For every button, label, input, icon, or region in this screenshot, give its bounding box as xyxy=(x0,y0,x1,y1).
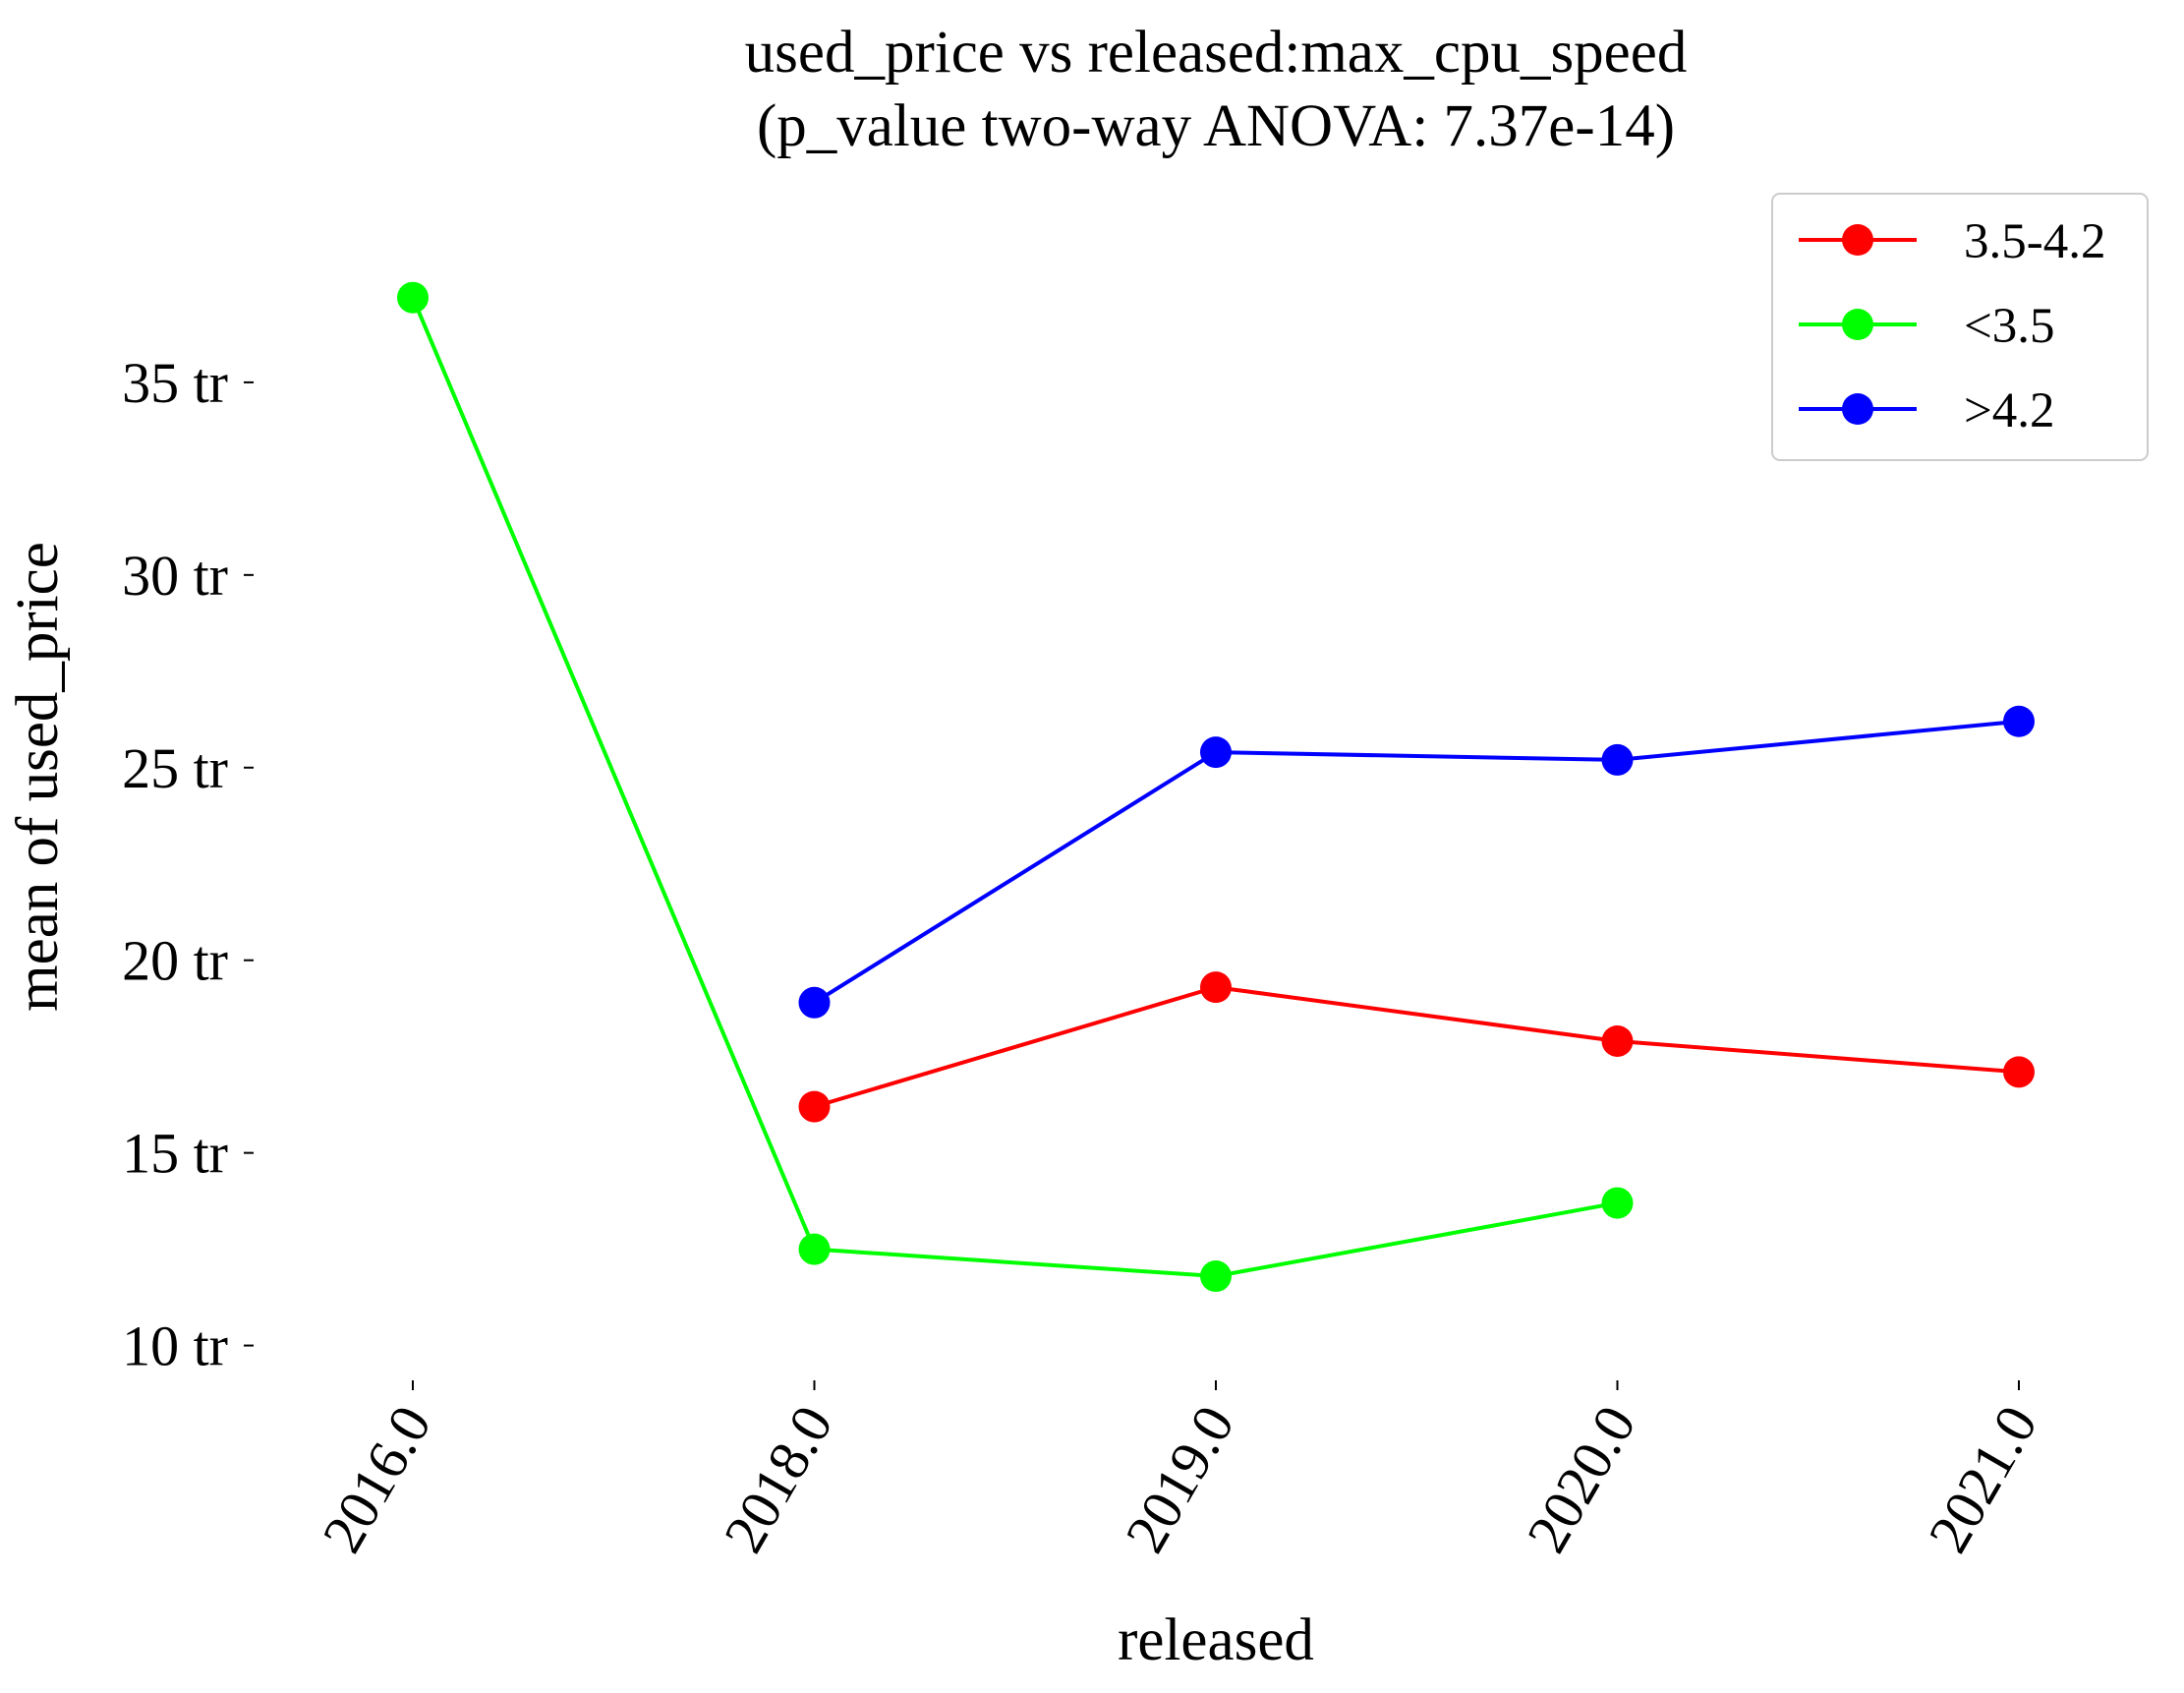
data-point xyxy=(2003,705,2035,737)
legend-item: <3.5 xyxy=(1799,299,2055,354)
x-tick-label: 2018.0 xyxy=(712,1395,845,1563)
data-point xyxy=(1200,1260,1232,1293)
data-point xyxy=(1601,743,1634,776)
y-tick-label: 20 tr xyxy=(122,929,228,993)
x-tick-label: 2019.0 xyxy=(1113,1395,1246,1563)
legend: 3.5-4.2 <3.5 >4.2 xyxy=(1771,193,2149,461)
series-0 xyxy=(798,971,2035,1123)
y-tick-label: 15 tr xyxy=(122,1122,228,1186)
y-tick-label: 30 tr xyxy=(122,544,228,608)
chart-title: used_price vs released:max_cpu_speed xyxy=(745,20,1688,86)
legend-label: <3.5 xyxy=(1964,299,2055,354)
series-layer xyxy=(397,281,2035,1293)
y-tick-label: 10 tr xyxy=(122,1314,228,1378)
legend-item: >4.2 xyxy=(1799,383,2055,438)
data-point xyxy=(1601,1187,1634,1219)
series-2 xyxy=(798,705,2035,1019)
legend-marker xyxy=(1842,309,1873,340)
data-point xyxy=(798,1090,831,1123)
series-line xyxy=(411,296,1618,1279)
x-tick-label: 2016.0 xyxy=(310,1395,443,1563)
x-axis: 2016.0 2018.0 2019.0 2020.0 2021.0 xyxy=(310,1380,2049,1563)
y-axis-label: mean of used_price xyxy=(5,542,71,1012)
legend-frame xyxy=(1771,193,2149,461)
data-point xyxy=(2003,1056,2035,1088)
chart-subtitle: (p_value two-way ANOVA: 7.37e-14) xyxy=(757,93,1675,159)
series-line xyxy=(813,985,2020,1109)
y-tick-label: 25 tr xyxy=(122,736,228,800)
series-1 xyxy=(397,281,1634,1293)
data-point xyxy=(798,1233,831,1265)
series-line xyxy=(813,719,2020,1005)
legend-marker xyxy=(1842,393,1873,425)
legend-label: >4.2 xyxy=(1964,383,2055,438)
data-point xyxy=(1200,971,1232,1004)
legend-marker xyxy=(1842,224,1873,256)
data-point xyxy=(1200,736,1232,769)
legend-item: 3.5-4.2 xyxy=(1799,214,2105,269)
data-point xyxy=(798,986,831,1019)
legend-label: 3.5-4.2 xyxy=(1964,214,2105,269)
x-tick-label: 2020.0 xyxy=(1515,1395,1648,1563)
x-axis-label: released xyxy=(1118,1607,1314,1673)
x-tick-label: 2021.0 xyxy=(1916,1395,2049,1563)
data-point xyxy=(1601,1024,1634,1057)
y-tick-label: 35 tr xyxy=(122,351,228,415)
data-point xyxy=(397,281,429,314)
y-axis: 10 tr 15 tr 20 tr 25 tr 30 tr 35 tr xyxy=(122,351,254,1378)
